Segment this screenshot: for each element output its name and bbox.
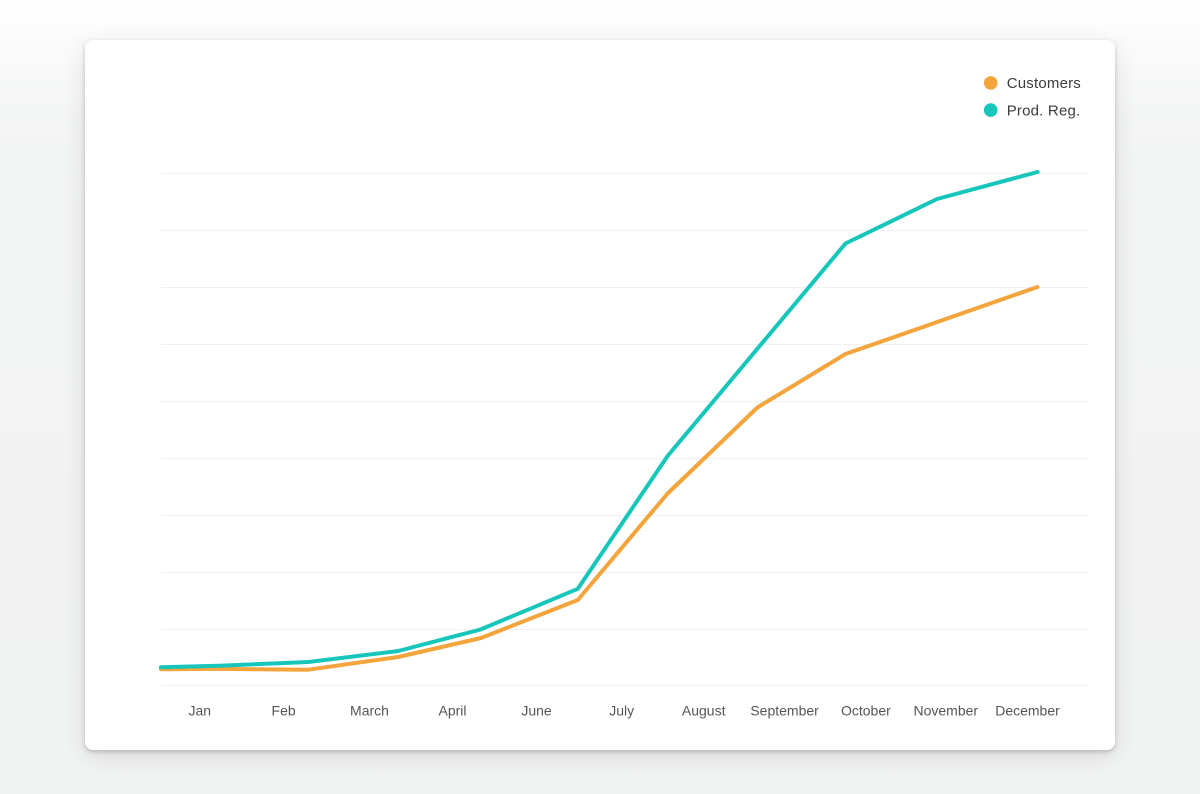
svg-text:June: June	[521, 703, 552, 719]
svg-text:December: December	[995, 703, 1060, 719]
svg-text:Jan: Jan	[189, 703, 212, 719]
svg-text:March: March	[350, 703, 389, 719]
svg-text:August: August	[682, 703, 726, 719]
svg-text:November: November	[914, 703, 979, 719]
svg-text:July: July	[609, 703, 634, 719]
svg-text:October: October	[841, 703, 891, 719]
svg-text:Feb: Feb	[272, 703, 296, 719]
svg-text:Customers: Customers	[1007, 75, 1081, 92]
svg-text:September: September	[750, 703, 819, 719]
svg-text:April: April	[438, 703, 466, 719]
svg-text:Prod. Reg.: Prod. Reg.	[1007, 102, 1081, 119]
